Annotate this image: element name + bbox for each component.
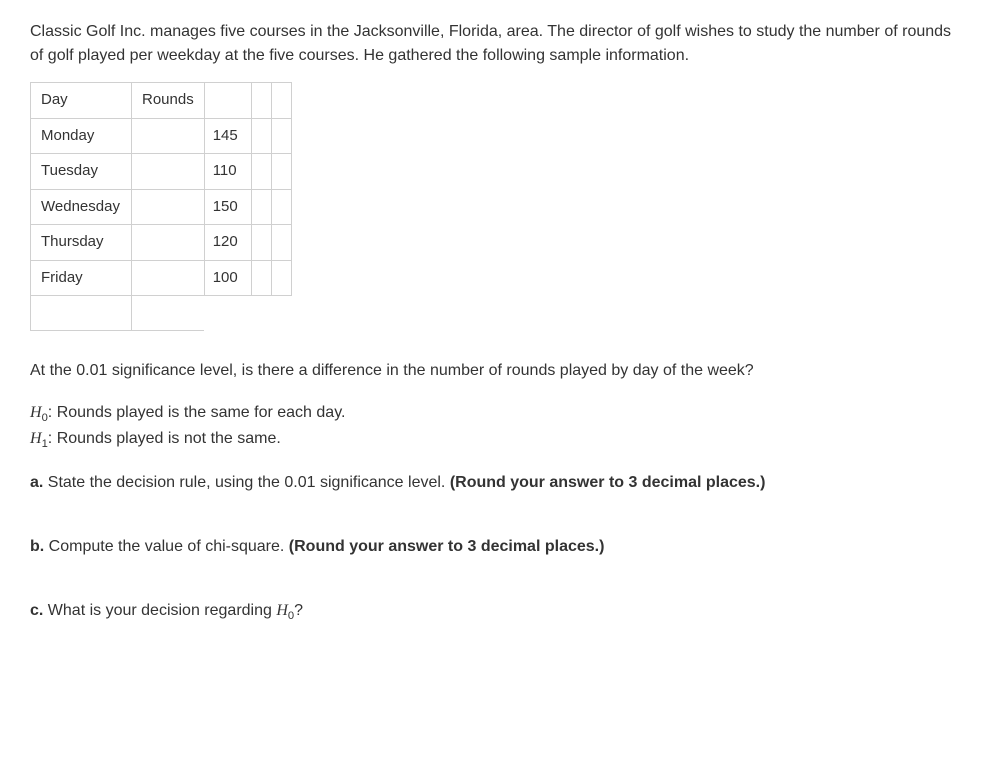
spacer-cell [251, 260, 271, 296]
table-row: Friday 100 [31, 260, 292, 296]
empty-cell [132, 296, 205, 331]
spacer-cell [271, 118, 291, 154]
rounds-blank [132, 118, 205, 154]
table-header-row: Day Rounds [31, 83, 292, 119]
value-cell: 150 [204, 189, 251, 225]
spacer-cell [271, 225, 291, 261]
part-c-label: c. [30, 602, 43, 619]
h0-text: : Rounds played is the same for each day… [48, 404, 346, 421]
part-b-bold: (Round your answer to 3 decimal places.) [289, 538, 605, 555]
value-cell: 120 [204, 225, 251, 261]
table-row: Tuesday 110 [31, 154, 292, 190]
empty-cell [31, 296, 132, 331]
alt-hypothesis: H1: Rounds played is not the same. [30, 427, 966, 453]
part-a-bold: (Round your answer to 3 decimal places.) [450, 474, 766, 491]
value-cell: 110 [204, 154, 251, 190]
h1-text: : Rounds played is not the same. [48, 430, 281, 447]
part-c-text-before: What is your decision regarding [43, 602, 276, 619]
col-header-day: Day [31, 83, 132, 119]
table-row: Thursday 120 [31, 225, 292, 261]
part-b-label: b. [30, 538, 44, 555]
part-a-label: a. [30, 474, 43, 491]
day-cell: Monday [31, 118, 132, 154]
spacer-cell [271, 260, 291, 296]
spacer-cell [251, 225, 271, 261]
day-cell: Friday [31, 260, 132, 296]
table-row-empty [31, 296, 292, 331]
part-a-text: State the decision rule, using the 0.01 … [43, 474, 449, 491]
spacer-cell [204, 83, 251, 119]
rounds-blank [132, 189, 205, 225]
day-cell: Tuesday [31, 154, 132, 190]
part-c-var: H [276, 602, 288, 619]
value-cell: 145 [204, 118, 251, 154]
spacer-cell [271, 189, 291, 225]
part-b-text: Compute the value of chi-square. [44, 538, 289, 555]
data-table: Day Rounds Monday 145 Tuesday 110 Wednes… [30, 82, 292, 331]
rounds-blank [132, 260, 205, 296]
h0-symbol: H [30, 404, 42, 421]
spacer-cell [271, 83, 291, 119]
part-c-text-after: ? [294, 602, 303, 619]
hypotheses-block: H0: Rounds played is the same for each d… [30, 401, 966, 453]
null-hypothesis: H0: Rounds played is the same for each d… [30, 401, 966, 427]
significance-question: At the 0.01 significance level, is there… [30, 359, 966, 383]
spacer-cell [251, 189, 271, 225]
part-c: c. What is your decision regarding H0? [30, 599, 966, 625]
h1-symbol: H [30, 430, 42, 447]
part-b: b. Compute the value of chi-square. (Rou… [30, 535, 966, 559]
spacer-cell [271, 154, 291, 190]
rounds-blank [132, 225, 205, 261]
day-cell: Thursday [31, 225, 132, 261]
part-a: a. State the decision rule, using the 0.… [30, 471, 966, 495]
rounds-blank [132, 154, 205, 190]
table-row: Wednesday 150 [31, 189, 292, 225]
value-cell: 100 [204, 260, 251, 296]
day-cell: Wednesday [31, 189, 132, 225]
problem-intro: Classic Golf Inc. manages five courses i… [30, 20, 966, 68]
table-row: Monday 145 [31, 118, 292, 154]
spacer-cell [251, 118, 271, 154]
spacer-cell [251, 83, 271, 119]
col-header-rounds: Rounds [132, 83, 205, 119]
spacer-cell [251, 154, 271, 190]
